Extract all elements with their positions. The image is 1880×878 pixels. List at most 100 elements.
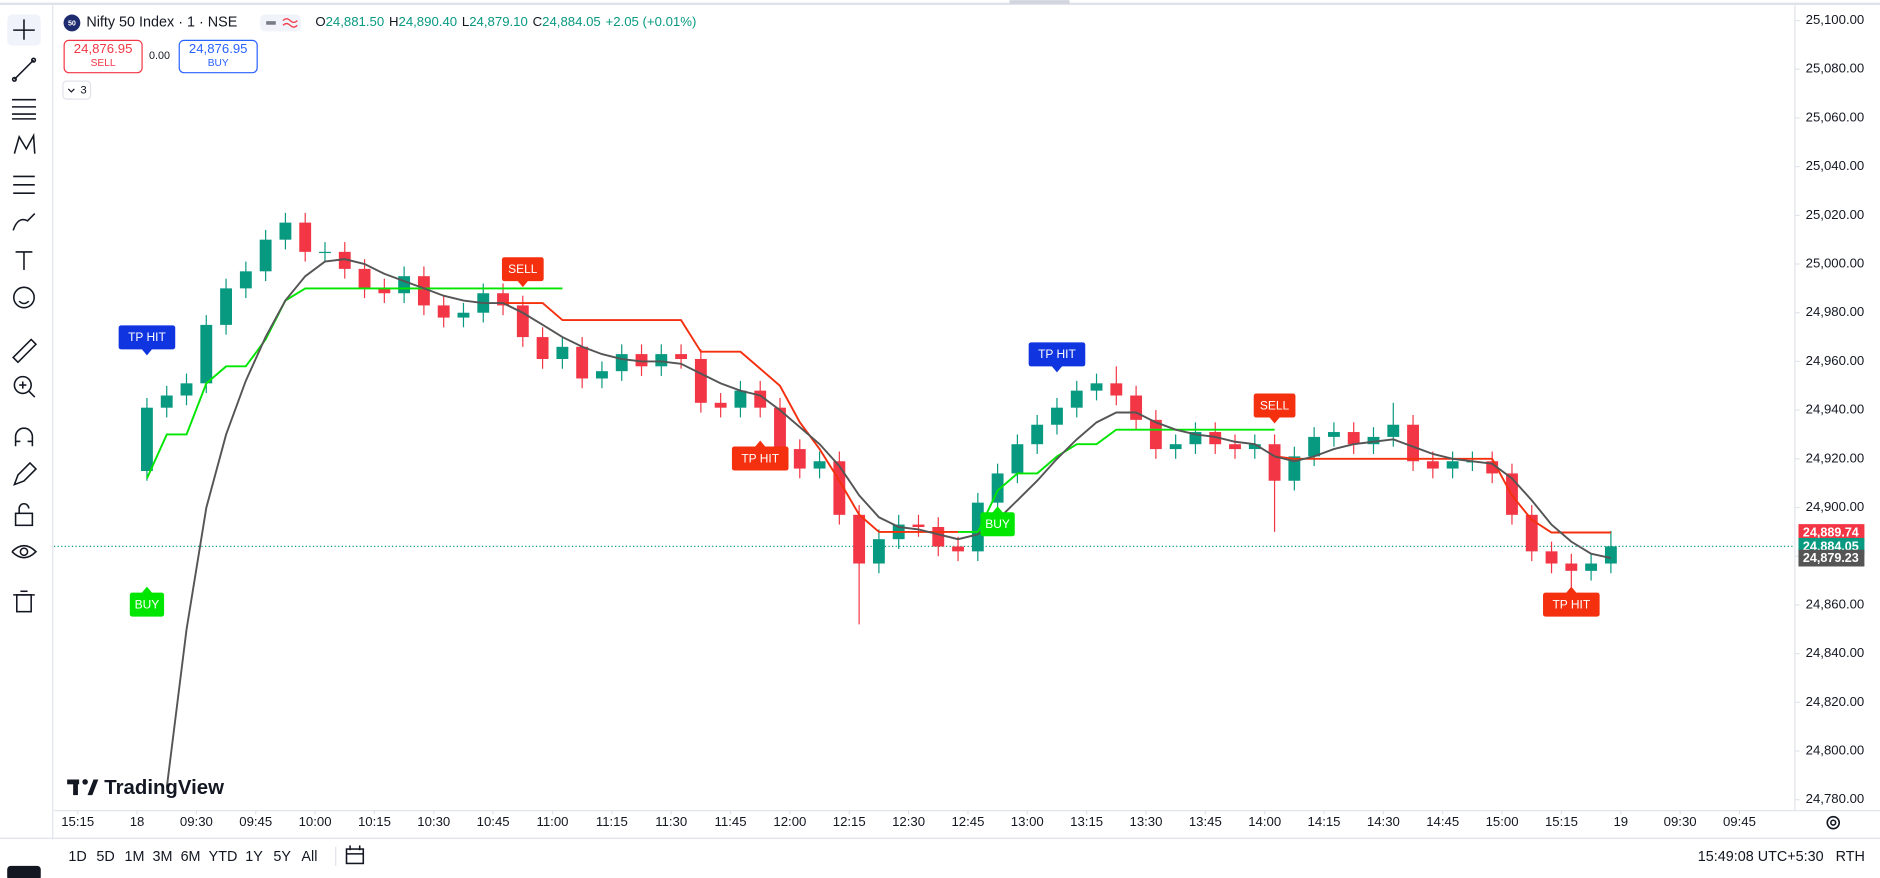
signal-box xyxy=(129,592,165,617)
signal-pointer xyxy=(991,506,1004,514)
candle-body xyxy=(200,324,213,384)
candle-body xyxy=(1367,436,1380,445)
buy-label: BUY xyxy=(208,58,229,69)
candle-body xyxy=(1446,461,1459,469)
ohlc-value: 24,881.50 xyxy=(326,14,385,29)
trendline-tool[interactable] xyxy=(11,57,37,82)
candle-body xyxy=(734,390,747,408)
x-tick-label: 15:15 xyxy=(61,814,94,829)
buy-button[interactable] xyxy=(178,39,258,74)
candle-body xyxy=(615,354,628,372)
x-tick-label: 14:15 xyxy=(1308,814,1341,829)
market-status[interactable] xyxy=(260,14,301,32)
x-tick-label: 15:00 xyxy=(1486,814,1519,829)
pattern-tool[interactable] xyxy=(13,132,36,154)
x-tick-label: 09:30 xyxy=(180,814,213,829)
session[interactable]: RTH xyxy=(1836,849,1865,865)
candle-body xyxy=(141,407,153,471)
range-button[interactable]: 5D xyxy=(96,849,114,865)
sell-button[interactable] xyxy=(63,39,143,74)
candle-body xyxy=(279,222,292,240)
clock[interactable]: 15:49:08 UTC+5:30 xyxy=(1698,849,1824,865)
x-tick-label: 18 xyxy=(130,814,145,829)
candle-body xyxy=(437,305,450,318)
visibility-tool[interactable] xyxy=(11,544,38,559)
candle-body xyxy=(1327,432,1340,437)
range-button[interactable]: All xyxy=(301,849,317,865)
logo-text: TradingView xyxy=(104,777,224,799)
candle-body xyxy=(635,354,648,367)
signal-label: TP HIT xyxy=(1038,347,1076,361)
y-tick-label: 24,900.00 xyxy=(1806,499,1865,514)
x-tick-label: 09:30 xyxy=(1664,814,1697,829)
brush-tool[interactable] xyxy=(12,213,36,231)
sell-price: 24,876.95 xyxy=(74,41,133,56)
candle-body xyxy=(576,346,589,379)
draw-mode-tool[interactable] xyxy=(13,461,38,486)
signal-label: BUY xyxy=(135,597,160,611)
candle-body xyxy=(754,390,767,408)
signal-pointer xyxy=(1050,365,1063,373)
symbol-badge xyxy=(63,14,81,32)
emoji-tool[interactable] xyxy=(13,286,35,309)
range-button[interactable]: 5Y xyxy=(273,849,291,865)
y-tick-label: 24,800.00 xyxy=(1806,743,1865,758)
candle-body xyxy=(596,371,608,379)
y-tick-label: 25,060.00 xyxy=(1806,109,1865,124)
x-tick-label: 14:30 xyxy=(1367,814,1400,829)
candle-body xyxy=(457,312,470,318)
candle-body xyxy=(1308,436,1321,457)
candle-body xyxy=(872,539,885,564)
candle-body xyxy=(299,222,312,252)
candle-body xyxy=(1169,444,1182,450)
market-status-icon xyxy=(282,18,298,28)
x-tick-label: 11:00 xyxy=(536,814,568,829)
range-button[interactable]: 6M xyxy=(181,849,201,865)
signal-box xyxy=(1253,393,1296,418)
range-button[interactable]: 1Y xyxy=(245,849,263,865)
prediction-tool[interactable] xyxy=(13,175,35,194)
range-button[interactable]: 1M xyxy=(124,849,144,865)
y-tick-label: 24,980.00 xyxy=(1806,304,1865,319)
ohlc-key: O xyxy=(315,14,325,29)
zoom-tool[interactable] xyxy=(13,375,36,398)
y-tick-label: 25,080.00 xyxy=(1806,61,1865,76)
ohlc-value: 24,890.40 xyxy=(399,14,458,29)
symbol-badge-text: 50 xyxy=(68,18,76,27)
price-label: 24,879.23 xyxy=(1803,551,1859,565)
magnet-tool[interactable] xyxy=(14,427,34,447)
candle-body xyxy=(1248,444,1261,450)
spread: 0.00 xyxy=(149,50,170,62)
candle-body xyxy=(536,337,549,359)
candle-body xyxy=(932,527,945,547)
x-tick-label: 10:45 xyxy=(477,814,510,829)
delete-tool[interactable] xyxy=(13,590,35,613)
range-button[interactable]: 3M xyxy=(153,849,173,865)
candle-body xyxy=(1525,514,1538,552)
ruler-tool[interactable] xyxy=(12,338,38,364)
price-label: 24,889.74 xyxy=(1803,525,1859,539)
fib-tool[interactable] xyxy=(11,98,36,120)
candle-body xyxy=(1426,461,1439,469)
crosshair-tool[interactable] xyxy=(13,19,35,40)
ohlc-value: 24,879.10 xyxy=(469,14,528,29)
toolbar-bottom-button[interactable] xyxy=(7,865,41,878)
indicators-toggle[interactable] xyxy=(62,80,92,100)
candle-body xyxy=(1229,444,1241,450)
ohlc-value: 24,884.05 xyxy=(542,14,601,29)
range-button[interactable]: 1D xyxy=(68,849,86,865)
x-tick-label: 12:15 xyxy=(833,814,866,829)
date-range-icon[interactable] xyxy=(345,845,365,865)
candle-body xyxy=(1486,461,1499,474)
candle-body xyxy=(516,305,529,338)
candle-body xyxy=(417,276,430,306)
settings-icon[interactable] xyxy=(1826,815,1841,830)
indicators-chevron xyxy=(67,88,75,93)
y-tick-label: 25,000.00 xyxy=(1806,256,1865,271)
symbol-title[interactable]: Nifty 50 Index · 1 · NSE xyxy=(86,15,237,31)
range-button[interactable]: YTD xyxy=(209,849,238,865)
candle-body xyxy=(378,288,391,294)
text-tool[interactable] xyxy=(15,251,33,270)
lock-tool[interactable] xyxy=(14,503,34,527)
